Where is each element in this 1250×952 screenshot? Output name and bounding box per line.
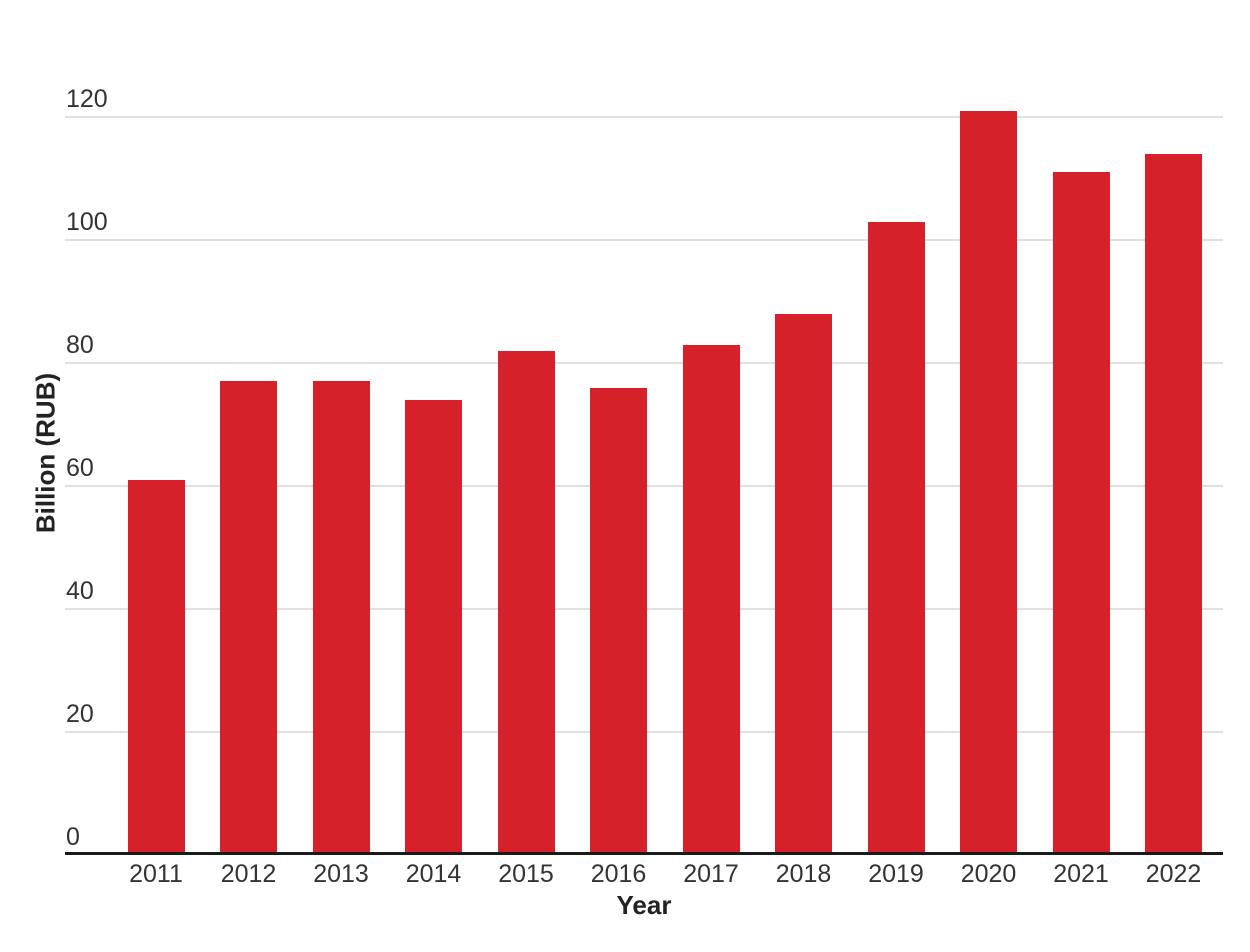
- bar-2018: [775, 313, 832, 855]
- x-tick-label: 2012: [220, 860, 277, 888]
- bar-2014: [405, 399, 462, 855]
- bar-2016: [590, 387, 647, 855]
- bar-2022: [1145, 153, 1202, 855]
- bar-2019: [867, 221, 925, 855]
- bar-2011: [127, 479, 185, 855]
- gridline: [65, 362, 1223, 364]
- x-tick-label: 2011: [129, 860, 183, 888]
- y-tick-label: 100: [66, 208, 108, 236]
- x-tick-label: 2020: [960, 860, 1017, 888]
- x-tick-label: 2019: [868, 860, 924, 888]
- y-tick-label: 80: [66, 331, 94, 359]
- gridline: [65, 116, 1223, 118]
- y-tick-label: 40: [66, 577, 94, 605]
- x-tick-label: 2013: [313, 860, 369, 888]
- x-tick-label: 2018: [775, 860, 832, 888]
- x-tick-label: 2021: [1053, 860, 1109, 888]
- y-tick-label: 120: [66, 85, 108, 113]
- x-tick-label: 2015: [498, 860, 554, 888]
- gridline: [65, 239, 1223, 241]
- y-tick-label: 0: [66, 823, 80, 851]
- x-tick-label: 2017: [683, 860, 739, 888]
- bar-2012: [220, 381, 277, 855]
- y-axis-title: Billion (RUB): [30, 372, 61, 534]
- bar-2015: [497, 350, 555, 855]
- bar-2013: [312, 381, 370, 855]
- bar-2017: [682, 344, 740, 855]
- x-tick-label: 2016: [590, 860, 647, 888]
- x-axis-title: Year: [616, 890, 672, 920]
- bar-2021: [1052, 172, 1110, 855]
- x-tick-label: 2014: [405, 860, 462, 888]
- x-tick-label: 2022: [1145, 860, 1202, 888]
- y-tick-label: 60: [66, 454, 94, 482]
- x-axis-line: [65, 852, 1223, 855]
- y-tick-label: 20: [66, 700, 94, 728]
- bar-2020: [960, 110, 1017, 855]
